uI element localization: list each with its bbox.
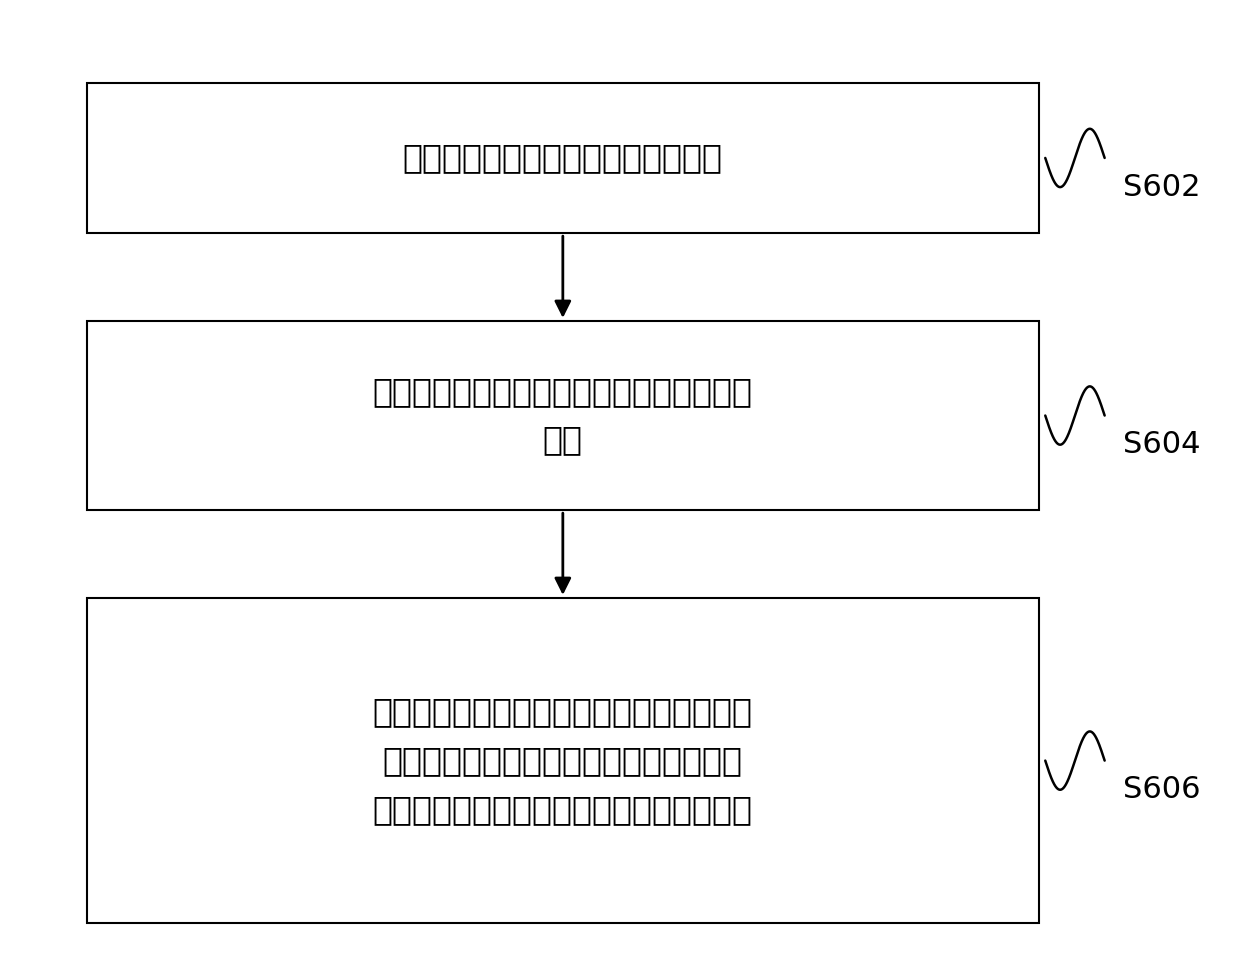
Text: 获取上述空调电机进入上述停机保护模式的
次数: 获取上述空调电机进入上述停机保护模式的 次数 [372,375,753,456]
Bar [87,321,1039,510]
Text: S606: S606 [1123,776,1201,804]
Text: S604: S604 [1123,431,1201,459]
Bar [87,598,1039,923]
Bar [87,83,1039,233]
Text: S602: S602 [1123,173,1201,201]
Text: 在上述空调电机进入上述停机保护模式的次
数大于预定次数的情况下，强制空调电机
停机，并提示目标对象对空调电机进行检修: 在上述空调电机进入上述停机保护模式的次 数大于预定次数的情况下，强制空调电机 停… [372,696,753,825]
Text: 控制上述空调电机进入停机保护模式: 控制上述空调电机进入停机保护模式 [403,142,722,174]
